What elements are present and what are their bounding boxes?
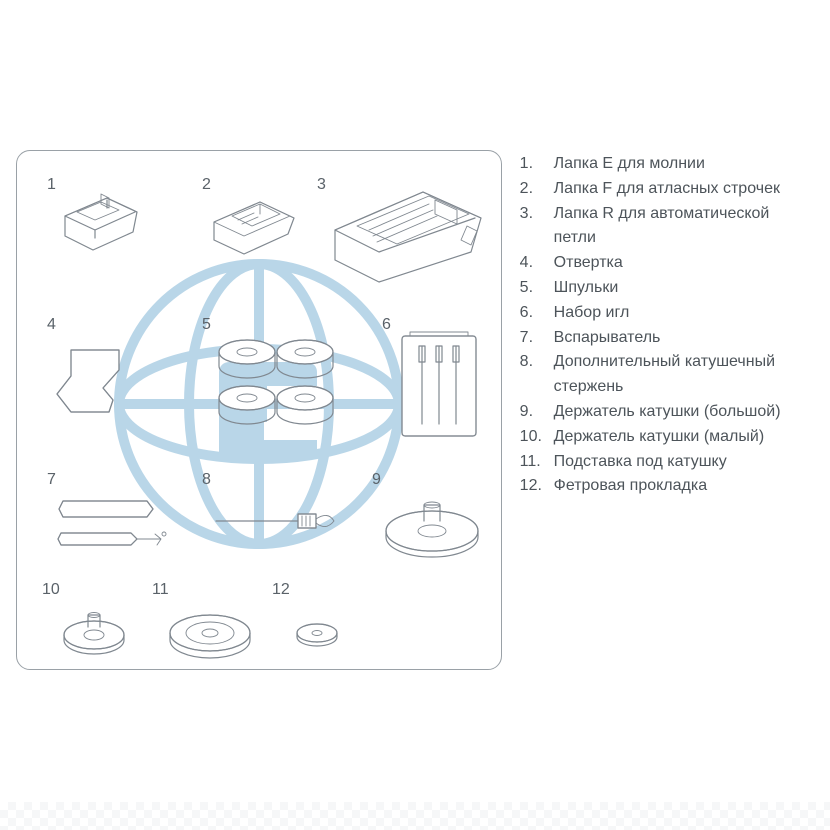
legend-item: 3.Лапка R для автоматической петли [520,202,814,252]
legend-item: 9.Держатель катушки (большой) [520,400,814,425]
legend-item: 7.Вспарыватель [520,326,814,351]
legend-item: 6.Набор игл [520,301,814,326]
item-4: 4 [47,316,157,426]
item-number: 10 [42,581,60,599]
legend-item: стержень [520,375,814,400]
transparency-checker [0,802,830,830]
item-number: 1 [47,176,56,194]
legend-item: 10.Держатель катушки (малый) [520,425,814,450]
legend-item: 1.Лапка E для молнии [520,152,814,177]
legend-item: 11.Подставка под катушку [520,450,814,475]
zipper-foot-icon [47,176,157,261]
item-9: 9 [372,471,492,566]
item-number: 4 [47,316,56,334]
buttonhole-foot-icon [317,176,492,286]
item-number: 6 [382,316,391,334]
item-3: 3 [317,176,492,286]
legend-item: 5.Шпульки [520,276,814,301]
item-8: 8 [202,471,352,566]
legend-list: 1.Лапка E для молнии 2.Лапка F для атлас… [520,150,814,499]
spool-pin-icon [202,471,352,566]
item-6: 6 [382,316,492,446]
page: 1 2 3 [0,0,830,830]
item-number: 2 [202,176,211,194]
item-number: 8 [202,471,211,489]
satin-foot-icon [202,176,307,261]
bobbins-icon [202,316,352,446]
item-number: 7 [47,471,56,489]
item-12: 12 [272,581,362,666]
spool-stand-icon [152,581,267,666]
screwdriver-icon [47,316,157,426]
legend-item: 8.Дополнительный катушечный [520,350,814,375]
legend-item: 2.Лапка F для атласных строчек [520,177,814,202]
needle-set-icon [382,316,492,446]
item-11: 11 [152,581,267,666]
item-2: 2 [202,176,307,261]
item-number: 12 [272,581,290,599]
item-number: 5 [202,316,211,334]
item-number: 3 [317,176,326,194]
item-5: 5 [202,316,352,446]
item-7: 7 [47,471,177,566]
seam-ripper-icon [47,471,177,566]
spool-holder-large-icon [372,471,492,566]
item-1: 1 [47,176,157,261]
item-10: 10 [42,581,142,666]
item-number: 9 [372,471,381,489]
legend-ol: 1.Лапка E для молнии 2.Лапка F для атлас… [520,152,814,499]
legend-item: 12.Фетровая прокладка [520,474,814,499]
legend-item: 4.Отвертка [520,251,814,276]
item-number: 11 [152,581,169,599]
content-row: 1 2 3 [16,150,814,670]
accessories-diagram: 1 2 3 [16,150,502,670]
